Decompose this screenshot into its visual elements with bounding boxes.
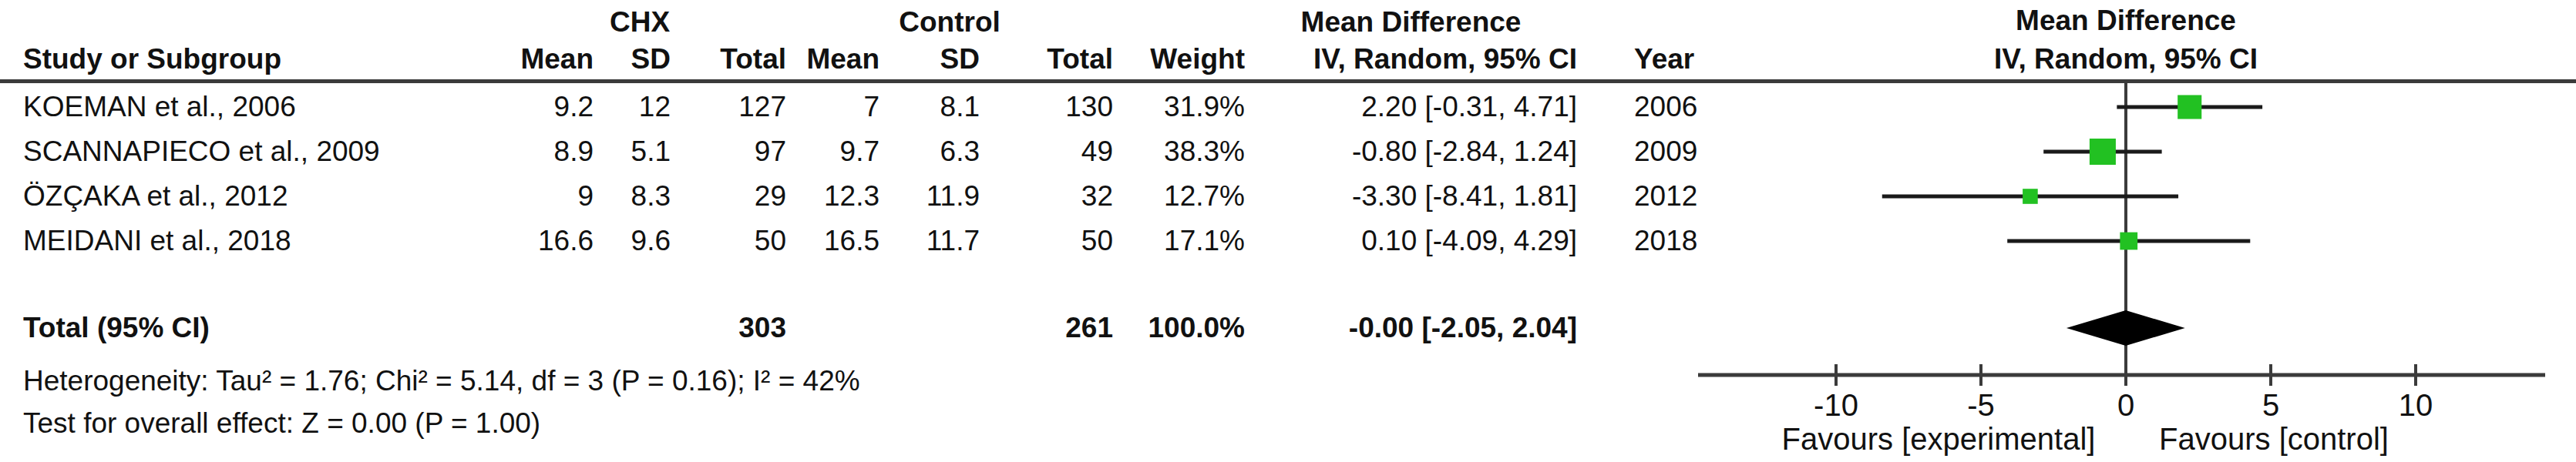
effect-square — [2177, 95, 2201, 119]
summary-diamond — [2067, 310, 2185, 346]
tick-label: 0 — [2117, 388, 2134, 422]
tick-label: 10 — [2399, 388, 2433, 422]
tick-label: -5 — [1967, 388, 1995, 422]
favours-right-label: Favours [control] — [2159, 422, 2389, 456]
effect-square — [2023, 189, 2038, 204]
tick-label: -10 — [1814, 388, 1858, 422]
tick-label: 5 — [2262, 388, 2279, 422]
forest-plot-figure: CHX Control Mean Difference Study or Sub… — [0, 0, 2576, 462]
favours-left-label: Favours [experimental] — [1782, 422, 2096, 456]
forest-plot-svg: -10 -5 0 5 10 Favours [experimental] Favours [… — [0, 0, 2576, 462]
effect-square — [2120, 233, 2137, 250]
effect-square — [2090, 139, 2116, 165]
